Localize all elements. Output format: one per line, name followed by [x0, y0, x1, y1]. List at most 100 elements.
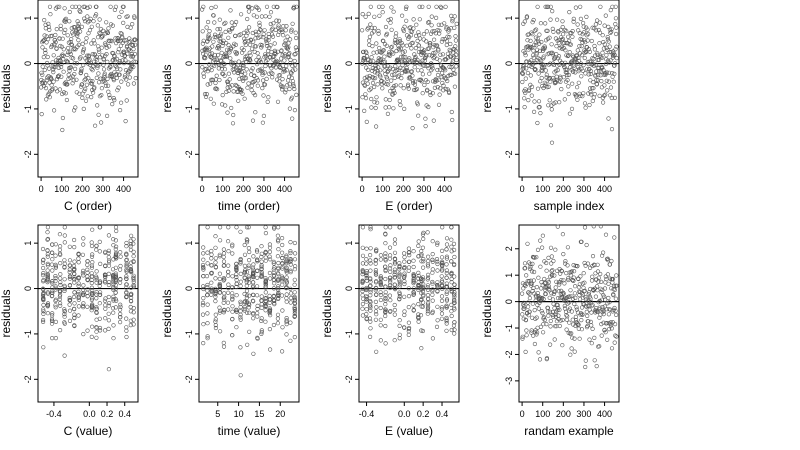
data-point	[406, 82, 411, 87]
data-point	[449, 13, 454, 18]
data-point	[224, 54, 229, 59]
data-point	[374, 312, 379, 317]
data-point	[614, 44, 619, 49]
data-point	[364, 271, 369, 276]
data-point	[230, 291, 235, 296]
data-point	[415, 68, 421, 73]
data-point	[90, 292, 95, 297]
data-point	[210, 77, 215, 83]
data-point	[542, 281, 547, 286]
data-point	[217, 77, 222, 83]
data-point	[590, 61, 596, 66]
data-point	[260, 70, 265, 75]
data-point	[124, 334, 129, 340]
data-point	[124, 316, 129, 321]
data-point	[90, 51, 95, 57]
data-point	[106, 326, 111, 332]
data-point	[240, 62, 245, 67]
data-point	[53, 284, 58, 289]
data-point	[114, 228, 119, 234]
data-point	[219, 58, 224, 64]
data-point	[387, 53, 393, 58]
data-point	[105, 83, 111, 88]
data-point	[404, 18, 409, 23]
data-point	[128, 247, 133, 253]
data-point	[423, 116, 428, 121]
data-point	[429, 61, 434, 66]
data-point	[94, 75, 99, 80]
data-point	[547, 98, 552, 103]
data-point	[399, 70, 405, 76]
data-point	[267, 293, 272, 299]
data-point	[221, 340, 226, 346]
data-point	[575, 48, 580, 53]
data-point	[602, 286, 608, 291]
data-point	[569, 331, 574, 336]
x-tick-label: 400	[277, 184, 292, 194]
data-point	[235, 63, 240, 68]
data-point	[562, 281, 567, 286]
data-point	[226, 71, 231, 76]
data-point	[598, 224, 604, 229]
data-point	[364, 297, 369, 302]
data-point	[402, 312, 407, 318]
data-point	[402, 259, 407, 264]
data-point	[117, 320, 123, 325]
data-point	[529, 281, 534, 286]
data-point	[532, 42, 537, 47]
x-tick-label: 300	[416, 184, 431, 194]
data-point	[288, 57, 293, 63]
y-tick-label: 1	[184, 16, 194, 21]
data-point	[544, 322, 549, 327]
data-point	[522, 96, 527, 101]
data-point	[276, 286, 281, 291]
data-point	[271, 259, 276, 265]
x-tick-label: 0	[520, 184, 525, 194]
data-point	[217, 17, 222, 22]
data-point	[101, 62, 106, 68]
data-point	[124, 258, 129, 263]
data-point	[245, 342, 250, 347]
data-point	[548, 245, 554, 250]
data-point	[383, 302, 388, 307]
data-point	[263, 258, 268, 263]
data-point	[381, 48, 386, 53]
data-point	[240, 91, 245, 96]
data-point	[213, 256, 218, 261]
data-point	[280, 242, 285, 248]
data-point	[221, 259, 227, 264]
data-point	[435, 242, 440, 247]
data-point	[288, 250, 293, 256]
data-point	[293, 67, 298, 72]
data-point	[437, 31, 442, 36]
data-point	[430, 63, 435, 69]
data-point	[255, 51, 260, 56]
data-point	[98, 62, 103, 67]
data-point	[364, 317, 369, 322]
data-point	[555, 67, 560, 73]
data-point	[374, 279, 379, 284]
data-point	[600, 50, 605, 55]
data-point	[128, 54, 134, 59]
data-point	[368, 4, 373, 9]
data-point	[127, 75, 132, 80]
data-point	[222, 62, 227, 67]
data-point	[397, 59, 402, 65]
data-point	[45, 237, 50, 242]
data-point	[364, 275, 369, 281]
data-point	[234, 277, 239, 283]
data-point	[115, 35, 120, 41]
data-point	[40, 45, 45, 50]
data-point	[87, 28, 93, 33]
data-point	[548, 318, 553, 324]
data-point	[576, 285, 582, 290]
data-point	[437, 92, 442, 97]
data-point	[611, 293, 616, 298]
data-point	[406, 250, 411, 255]
data-point	[242, 96, 247, 101]
data-point	[118, 67, 123, 72]
data-point	[613, 296, 619, 301]
data-point	[392, 241, 398, 246]
data-point	[58, 280, 63, 285]
